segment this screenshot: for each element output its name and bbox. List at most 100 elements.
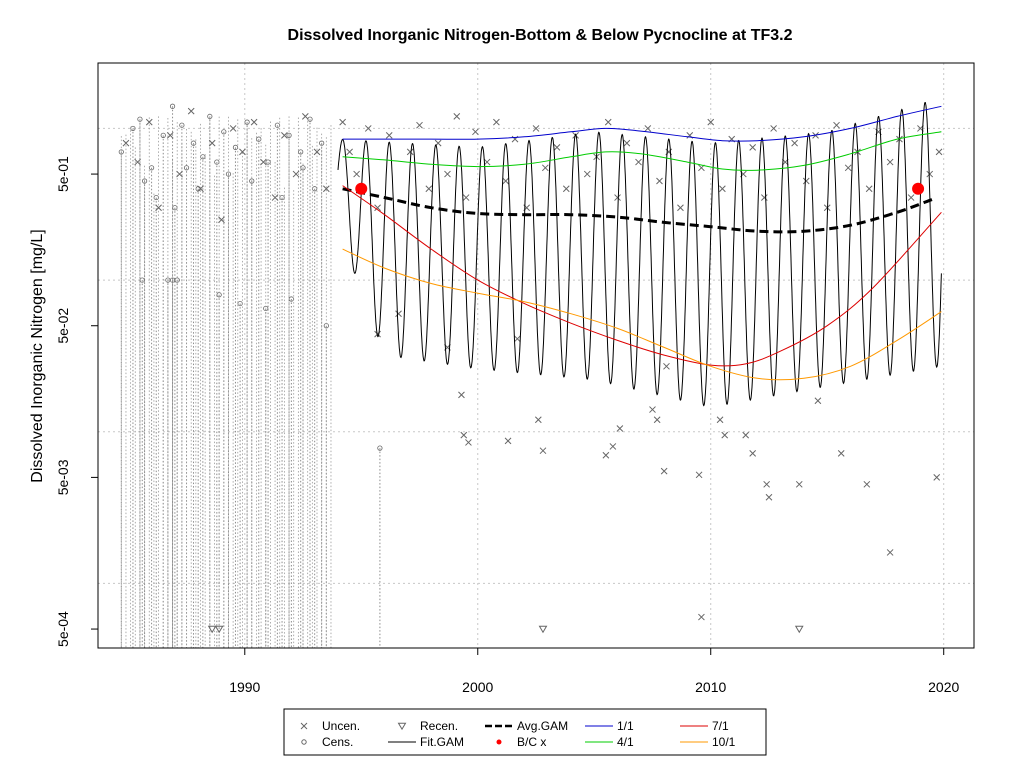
uncensored-point [616, 425, 624, 432]
uncensored-point [166, 132, 174, 139]
legend-symbol-uncen [300, 722, 308, 730]
uncensored-point [795, 480, 803, 488]
uncensored-point [292, 170, 300, 178]
uncensored-point [623, 139, 631, 147]
recensored-point [538, 625, 548, 634]
uncensored-point [187, 107, 195, 115]
censored-point [298, 149, 304, 155]
censored-point [172, 205, 178, 211]
uncensored-point [719, 185, 726, 193]
censored-point [237, 300, 243, 307]
legend-label-uncen: Uncen. [322, 719, 360, 733]
uncensored-point [886, 549, 894, 556]
uncensored-point [660, 467, 668, 475]
uncensored-point [886, 158, 894, 166]
censored-point [207, 113, 213, 120]
uncensored-point [462, 194, 470, 201]
uncensored-point [271, 194, 279, 201]
uncensored-point [218, 216, 225, 224]
legend-label-10-1: 10/1 [712, 735, 736, 749]
y-tick-label: 5e-03 [55, 459, 71, 495]
legend-label-recen: Recen. [420, 719, 458, 733]
censored-points [118, 103, 383, 648]
uncensored-point [541, 164, 549, 172]
uncensored-point [802, 177, 810, 185]
series-line-10-1 [342, 248, 942, 381]
uncensored-point [208, 139, 216, 147]
uncensored-point [134, 158, 141, 166]
uncensored-point [281, 132, 288, 139]
censored-point [225, 171, 232, 177]
censored-point [165, 277, 171, 283]
uncensored-point [604, 118, 612, 126]
fit-gam-line [337, 102, 942, 407]
uncensored-point [614, 194, 621, 201]
recensored-point [794, 625, 804, 634]
uncensored-point [833, 121, 840, 129]
uncensored-point [907, 194, 915, 201]
recensored-point [214, 625, 224, 634]
legend-label-7-1: 7/1 [712, 719, 729, 733]
censored-point [141, 178, 148, 184]
uncensored-point [155, 204, 162, 212]
censored-point [179, 122, 185, 128]
uncensored-point [534, 416, 542, 424]
x-axis: 1990 2000 2010 2020 [229, 648, 959, 695]
uncensored-point [444, 170, 451, 178]
y-axis-label: Dissolved Inorganic Nitrogen [mg/L] [29, 229, 46, 482]
uncensored-point [504, 437, 512, 445]
uncensored-point [322, 185, 330, 193]
uncensored-point [562, 185, 570, 193]
uncensored-point [742, 431, 750, 439]
uncensored-point [716, 416, 724, 424]
uncensored-point [749, 144, 757, 151]
uncensored-point [532, 125, 540, 132]
series-line-1-1 [342, 105, 942, 142]
legend-label-fit-gam: Fit.GAM [420, 735, 464, 749]
uncensored-point [649, 406, 656, 413]
bc-point [355, 182, 368, 195]
uncensored-point [472, 128, 479, 136]
uncensored-point [814, 397, 822, 405]
censored-point [139, 277, 145, 283]
censored-point [174, 277, 180, 283]
legend-label-avg-gam: Avg.GAM [517, 719, 568, 733]
uncensored-point [260, 158, 267, 166]
y-tick-label: 5e-04 [55, 611, 71, 647]
uncensored-point [250, 118, 258, 126]
uncensored-point [514, 335, 521, 343]
x-tick-label: 2000 [462, 679, 493, 695]
uncensored-point [865, 185, 873, 193]
censored-point [279, 194, 285, 201]
legend-label-4-1: 4/1 [617, 735, 634, 749]
uncensored-point [406, 148, 414, 156]
uncensored-point [353, 170, 360, 178]
uncensored-point [460, 431, 468, 439]
uncensored-point [721, 431, 729, 439]
recensored-point [207, 625, 217, 634]
legend-symbol-cens [301, 739, 307, 745]
censored-point [249, 178, 255, 184]
censored-point [160, 132, 166, 138]
censored-point [300, 165, 306, 171]
uncensored-point [749, 450, 757, 457]
uncensored-point [926, 170, 934, 178]
uncensored-point [339, 118, 346, 126]
uncensored-point [695, 471, 703, 479]
uncensored-point [635, 158, 642, 166]
uncensored-point [933, 474, 941, 481]
legend-box [283, 708, 767, 756]
legend-symbol-b-c-x [496, 739, 502, 745]
legend: Uncen. Cens. Recen. Fit.GAM Avg.GAM B/C x 1/1 4… [283, 708, 767, 756]
legend-label-b-c-x: B/C x [517, 735, 546, 749]
x-tick-label: 2020 [928, 679, 959, 695]
x-tick-label: 1990 [229, 679, 260, 695]
censored-point [130, 125, 136, 132]
uncensored-point [653, 416, 661, 424]
uncensored-point [844, 164, 852, 172]
uncensored-point [301, 113, 309, 120]
uncensored-point [374, 204, 381, 212]
legend-label-cens: Cens. [322, 735, 353, 749]
chart-title: Dissolved Inorganic Nitrogen-Bottom & Be… [288, 27, 793, 44]
